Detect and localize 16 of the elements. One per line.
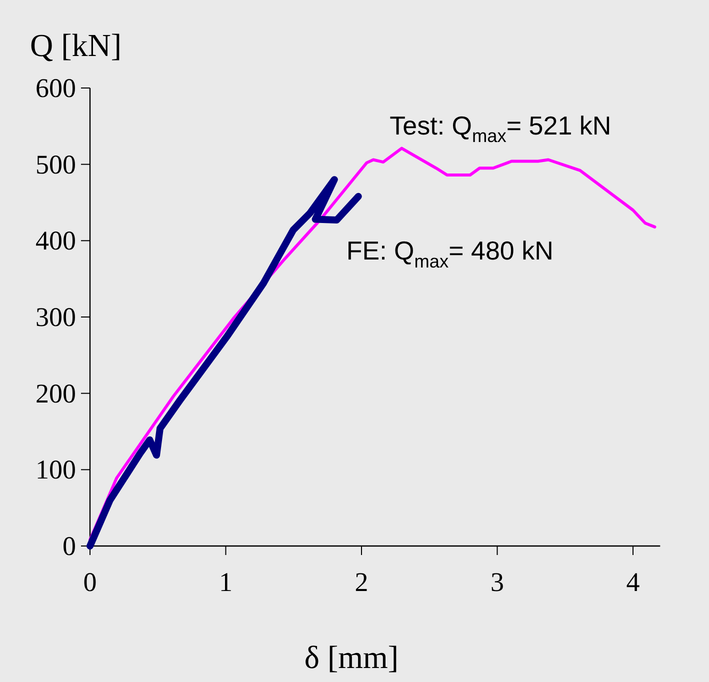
y-tick-label: 0: [62, 531, 76, 561]
annotation: FE: Q$_{max}$= 480 kN: [346, 236, 554, 272]
x-tick-label: 2: [354, 567, 368, 597]
y-tick-label: 100: [36, 454, 76, 485]
y-tick-label: 300: [36, 302, 76, 332]
x-tick-label: 0: [83, 567, 97, 597]
y-tick-label: 600: [36, 73, 76, 103]
annotation: Test: Q$_{max}$= 521 kN: [390, 110, 612, 146]
x-tick-label: 1: [219, 567, 232, 597]
y-tick-label: 500: [36, 149, 76, 180]
x-axis-title: δ [mm]: [304, 639, 399, 675]
y-tick-label: 200: [36, 378, 76, 408]
x-tick-label: 3: [490, 567, 504, 597]
y-tick-label: 400: [36, 226, 76, 256]
x-tick-label: 4: [626, 567, 640, 597]
y-axis-title: Q [kN]: [30, 27, 122, 63]
